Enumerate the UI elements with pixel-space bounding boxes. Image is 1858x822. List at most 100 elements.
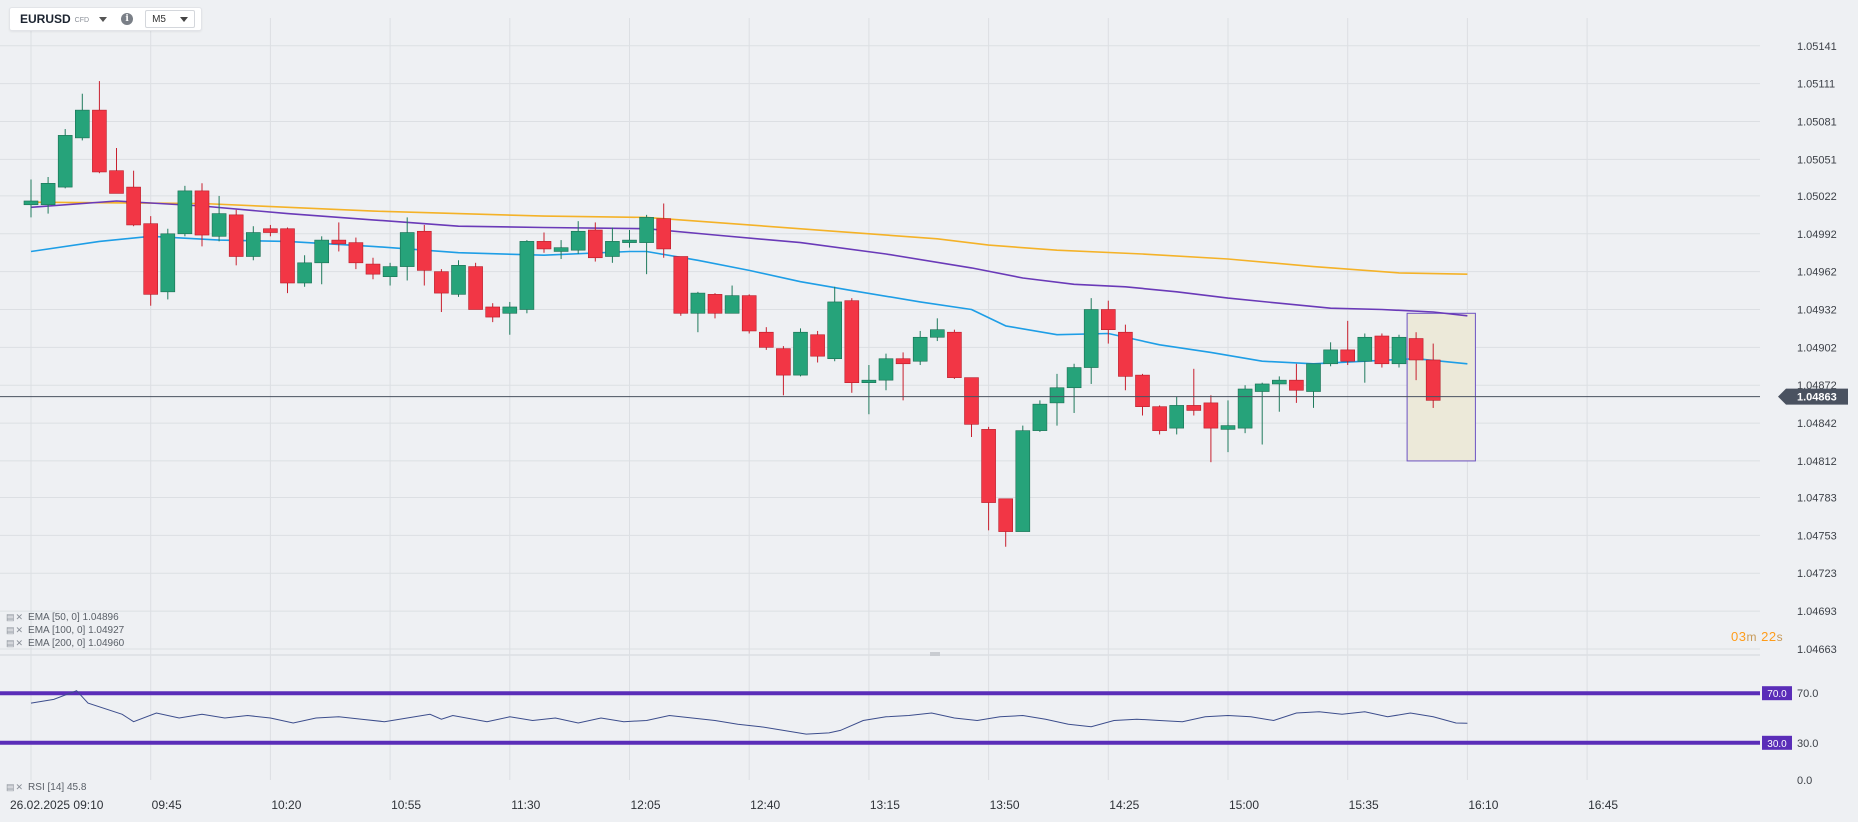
candle-body <box>1169 405 1184 429</box>
candle-body <box>947 331 962 378</box>
candle-body <box>451 265 466 295</box>
candle-body <box>1340 349 1355 362</box>
y-tick-label: 1.04932 <box>1797 305 1837 317</box>
symbol-toolbar: EURUSD CFD i M5 <box>9 7 202 31</box>
candle-body <box>707 294 723 314</box>
chevron-down-icon[interactable] <box>179 16 188 22</box>
candle-body <box>673 256 689 314</box>
candle-body <box>348 242 364 264</box>
candle-body <box>1220 425 1236 430</box>
chevron-down-icon[interactable] <box>99 16 108 22</box>
current-price-marker <box>1778 388 1848 405</box>
candle-body <box>998 498 1014 532</box>
candle-body <box>1101 309 1116 330</box>
x-tick-label: 10:20 <box>271 798 301 812</box>
candle-body <box>570 230 586 251</box>
candle-body <box>57 135 73 188</box>
candle-body <box>861 379 877 383</box>
candle-body <box>365 263 381 275</box>
countdown-minutes: 03 <box>1731 629 1747 644</box>
x-tick-label: 15:35 <box>1349 798 1379 812</box>
candle-body <box>519 241 535 310</box>
candle-body <box>1032 403 1048 431</box>
x-tick-label: 14:25 <box>1109 798 1139 812</box>
y-tick-label: 1.04663 <box>1797 644 1837 656</box>
pane-resize-handle <box>930 652 940 656</box>
candle-body <box>1118 331 1133 377</box>
y-tick-label: 1.04962 <box>1797 267 1837 279</box>
candle-body <box>1272 379 1287 385</box>
y-tick-label: 1.05081 <box>1797 116 1837 128</box>
legend-ema200-label: EMA [200, 0] 1.04960 <box>28 638 125 649</box>
candle-body <box>1066 367 1082 389</box>
candle-body <box>1135 374 1150 407</box>
candle-body <box>1254 383 1270 392</box>
candle-body <box>587 229 603 259</box>
candle-body <box>1152 406 1167 431</box>
legend-ema50: ▤✕ EMA [50, 0] 1.04896 <box>6 612 119 623</box>
candle-body <box>656 218 672 250</box>
candle-body <box>912 336 928 362</box>
settings-icon[interactable]: ▤✕ <box>6 625 25 635</box>
y-tick-label: 1.04753 <box>1797 530 1837 542</box>
info-icon[interactable]: i <box>121 13 134 25</box>
x-tick-label: 16:10 <box>1468 798 1498 812</box>
candle-body <box>844 300 860 383</box>
candle-body <box>211 213 227 237</box>
candle-body <box>485 306 501 318</box>
candle-body <box>1186 405 1202 411</box>
ema200-line <box>30 201 1468 275</box>
rsi-level-marker <box>1762 735 1792 750</box>
legend-rsi-label: RSI [14] 45.8 <box>28 782 87 793</box>
settings-icon[interactable]: ▤✕ <box>6 612 25 622</box>
candle-body <box>434 271 449 294</box>
candle-body <box>724 295 740 314</box>
settings-icon[interactable]: ▤✕ <box>6 638 25 648</box>
candle-body <box>827 301 843 360</box>
x-tick-label: 10:55 <box>391 798 421 812</box>
y-tick-label: 1.04693 <box>1797 606 1837 618</box>
timeframe-value: M5 <box>152 13 166 25</box>
x-tick-label: 15:00 <box>1229 798 1259 812</box>
ema50-line <box>30 235 1468 365</box>
instrument-type-badge: CFD <box>74 17 90 24</box>
candle-body <box>1408 338 1424 361</box>
candle-body <box>40 183 56 206</box>
candle-body <box>690 292 706 314</box>
rsi-line <box>30 690 1468 735</box>
y-tick-label: 1.04842 <box>1797 418 1837 430</box>
candle-body <box>331 239 347 245</box>
candle-body <box>553 247 569 252</box>
candle-body <box>536 241 552 250</box>
current-price-label: 1.04863 <box>1797 392 1837 404</box>
x-tick-label: 13:50 <box>990 798 1020 812</box>
settings-icon[interactable]: ▤✕ <box>6 782 25 792</box>
x-tick-label: 09:45 <box>152 798 182 812</box>
candle-body <box>109 170 124 194</box>
candle-body <box>981 429 996 503</box>
y-tick-label: 1.04902 <box>1797 342 1837 354</box>
candle-body <box>1374 335 1390 365</box>
candle-body <box>468 266 483 310</box>
y-tick-label: 1.05141 <box>1797 41 1837 53</box>
legend-ema100: ▤✕ EMA [100, 0] 1.04927 <box>6 625 124 636</box>
legend-ema100-label: EMA [100, 0] 1.04927 <box>28 625 125 636</box>
symbol-name[interactable]: EURUSD <box>20 12 71 26</box>
candle-body <box>776 348 791 376</box>
candle-body <box>23 200 39 206</box>
candle-body <box>793 331 808 376</box>
candle-body <box>263 228 278 233</box>
timeframe-select[interactable]: M5 <box>145 10 195 28</box>
legend-ema50-label: EMA [50, 0] 1.04896 <box>28 612 119 623</box>
rsi-level-label: 30.0 <box>1767 739 1787 750</box>
candle-body <box>1237 388 1253 429</box>
candle-body <box>1083 309 1099 368</box>
ema100-line <box>30 200 1468 317</box>
candle-body <box>297 262 312 284</box>
candle-body <box>194 190 210 236</box>
candle-body <box>314 239 330 264</box>
legend-rsi: ▤✕ RSI [14] 45.8 <box>6 782 86 793</box>
y-tick-label: 1.05051 <box>1797 154 1837 166</box>
y-tick-label: 1.04723 <box>1797 568 1837 580</box>
